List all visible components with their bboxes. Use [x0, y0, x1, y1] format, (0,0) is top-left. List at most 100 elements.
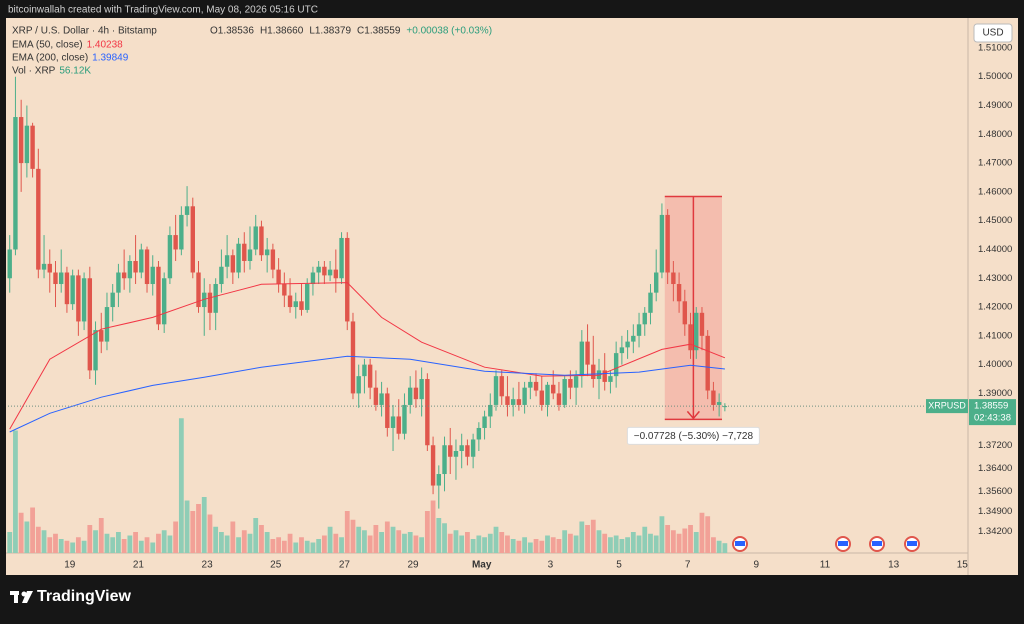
- candle-body: [224, 255, 230, 267]
- volume-bar: [482, 537, 487, 553]
- volume-bar: [7, 532, 13, 553]
- candle-body: [453, 450, 459, 457]
- volume-bar: [424, 511, 430, 553]
- candle-body: [18, 117, 24, 164]
- candle-body: [64, 272, 70, 305]
- volume-bar: [236, 537, 241, 553]
- symbol-tag: [926, 399, 968, 414]
- measure-label: −0.07728 (−5.30%) −7,728: [634, 431, 754, 442]
- candle-body: [659, 214, 665, 273]
- currency: USD: [982, 28, 1003, 39]
- candle-body: [299, 301, 304, 310]
- y-tick-label: 1.51000: [978, 42, 1012, 53]
- candle-body: [339, 237, 344, 279]
- candle-body: [522, 387, 527, 405]
- candle-body: [671, 272, 676, 285]
- candle-body: [425, 379, 430, 446]
- candle-body: [184, 206, 190, 215]
- y-tick-label: 1.34200: [978, 526, 1012, 537]
- candle-body: [133, 260, 138, 273]
- candle-body: [459, 445, 464, 451]
- volume-bar: [304, 540, 310, 553]
- y-tick-label: 1.50000: [978, 71, 1012, 82]
- volume-bar: [670, 530, 676, 553]
- volume-bar: [138, 540, 144, 553]
- volume-bar: [161, 530, 167, 553]
- candle-body: [430, 445, 436, 486]
- volume-bar: [333, 533, 339, 553]
- legend-name: EMA (50, close): [12, 40, 83, 51]
- volume-bar: [436, 518, 442, 553]
- candle-body: [247, 249, 253, 261]
- candle-body: [613, 353, 619, 377]
- ohlc-value: +0.00038 (+0.03%): [406, 26, 492, 37]
- volume-bar: [247, 533, 253, 553]
- volume-bar: [184, 500, 190, 553]
- y-tick-label: 1.36400: [978, 463, 1012, 474]
- ema-line: [9, 355, 725, 433]
- candle-body: [259, 226, 264, 256]
- volume-bar: [121, 539, 127, 553]
- volume-bar: [293, 542, 299, 553]
- currency-box[interactable]: [973, 23, 1013, 43]
- y-tick-label: 1.34900: [978, 506, 1012, 517]
- candle-body: [116, 272, 121, 293]
- ohlc-value: H1.38660: [260, 26, 304, 37]
- volume-bar: [447, 533, 453, 553]
- volume-bar: [173, 521, 179, 553]
- candle-body: [30, 125, 35, 169]
- volume-bar: [384, 521, 390, 553]
- chart-background: [6, 18, 1018, 575]
- brand: TradingView: [37, 588, 132, 605]
- volume-bar: [665, 525, 671, 553]
- volume-bar: [636, 535, 642, 553]
- event-icons: [732, 536, 920, 552]
- candle-body: [579, 341, 585, 377]
- volume-bar: [465, 532, 470, 553]
- candle-body: [482, 416, 487, 428]
- candle-body: [442, 445, 447, 475]
- volume-bar: [18, 512, 24, 553]
- volume-bar: [356, 526, 362, 553]
- volume-bar: [682, 528, 688, 553]
- volume-bar: [688, 525, 693, 553]
- legend-value: 1.40238: [87, 40, 124, 51]
- ohlc-value: L1.38379: [309, 26, 351, 37]
- volume-bar: [316, 539, 322, 553]
- volume-bar: [407, 532, 413, 553]
- candle-body: [242, 243, 247, 261]
- candle-body: [379, 393, 384, 405]
- volume-bar: [487, 533, 493, 553]
- volume-bar: [167, 535, 173, 553]
- y-tick-label: 1.41000: [978, 330, 1012, 341]
- candle-body: [385, 393, 390, 428]
- y-tick-label: 1.46000: [978, 186, 1012, 197]
- x-tick-label: 15: [957, 560, 969, 571]
- candle-body: [139, 249, 144, 273]
- candle-body: [264, 249, 270, 256]
- candle-body: [705, 335, 710, 391]
- candle-body: [390, 416, 396, 428]
- candle-body: [167, 235, 173, 279]
- candle-body: [316, 266, 321, 273]
- legend-value: 56.12K: [59, 66, 91, 77]
- volume-bar: [87, 525, 93, 553]
- candle-body: [476, 427, 482, 440]
- candle-body: [407, 387, 413, 405]
- x-tick-label: 19: [64, 560, 76, 571]
- candle-body: [47, 263, 52, 273]
- volume-bar: [459, 535, 465, 553]
- volume-bar: [659, 516, 665, 553]
- volume-bar: [619, 539, 625, 553]
- candle-body: [636, 324, 642, 336]
- x-tick-label: 9: [754, 560, 760, 571]
- legend-value: 1.39849: [92, 53, 129, 64]
- volume-bar: [453, 530, 459, 553]
- candle-body: [236, 243, 241, 273]
- volume-bar: [653, 535, 659, 553]
- candle-body: [533, 381, 539, 391]
- candle-body: [179, 214, 184, 250]
- y-tick-label: 1.40000: [978, 359, 1012, 370]
- volume-bar: [350, 519, 356, 553]
